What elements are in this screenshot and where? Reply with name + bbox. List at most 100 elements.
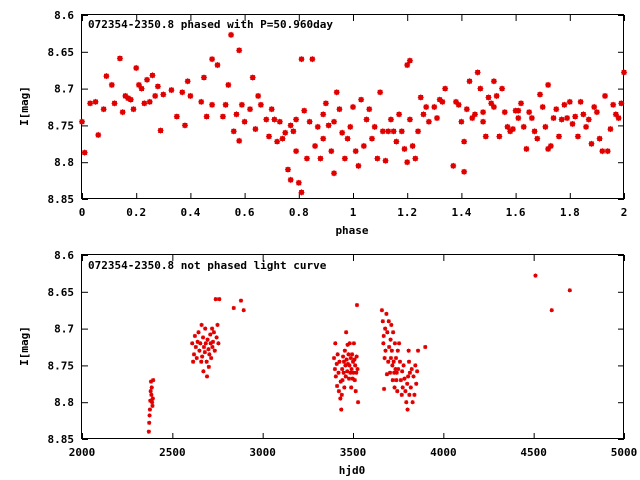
data-point <box>147 407 153 412</box>
data-point <box>311 142 319 150</box>
data-point <box>339 392 345 398</box>
data-point <box>441 85 449 92</box>
data-point <box>211 329 217 335</box>
data-point <box>531 128 538 135</box>
data-point <box>390 329 396 335</box>
x-tick-label: 1.6 <box>506 206 526 219</box>
data-point <box>347 341 353 346</box>
data-point <box>381 386 387 392</box>
data-point <box>149 72 156 79</box>
data-point <box>257 101 265 108</box>
data-point <box>130 106 137 113</box>
data-point <box>150 396 156 401</box>
x-tick-label: 2 <box>621 206 628 219</box>
data-points <box>146 273 573 434</box>
data-point <box>528 114 536 122</box>
data-point <box>534 135 541 142</box>
y-tick-label: 8.75 <box>48 119 75 132</box>
data-point <box>433 114 441 122</box>
data-point <box>207 352 212 357</box>
x-tick-label: 4000 <box>430 446 457 459</box>
y-tick-label: 8.6 <box>54 249 74 262</box>
data-point <box>387 116 395 123</box>
data-point <box>572 113 579 120</box>
data-point <box>463 106 471 113</box>
data-point <box>344 135 351 142</box>
data-point <box>214 335 219 340</box>
data-point <box>601 92 609 100</box>
data-point <box>618 100 625 107</box>
data-point <box>536 91 544 98</box>
data-point <box>413 381 419 387</box>
data-point <box>399 368 405 374</box>
data-point <box>235 47 243 54</box>
data-point <box>382 157 389 164</box>
data-point <box>149 385 155 390</box>
data-point <box>205 337 210 342</box>
data-point <box>555 133 563 140</box>
y-tick-label: 8.85 <box>48 433 75 446</box>
data-point <box>549 307 555 313</box>
y-axis-label: I[mag] <box>18 86 31 126</box>
data-point <box>116 55 124 62</box>
data-point <box>204 359 209 365</box>
data-point <box>390 377 396 383</box>
data-point <box>254 92 262 100</box>
data-point <box>542 123 549 131</box>
data-point <box>394 377 399 383</box>
data-point <box>574 133 582 140</box>
data-point <box>588 140 595 147</box>
data-point <box>287 122 294 129</box>
data-point <box>119 108 126 116</box>
data-point <box>387 370 393 376</box>
data-point <box>390 128 397 135</box>
data-point <box>544 81 552 89</box>
data-point <box>404 159 411 166</box>
data-point <box>148 388 153 394</box>
data-point <box>431 103 438 111</box>
data-point <box>402 376 407 381</box>
data-point <box>615 114 622 122</box>
data-point <box>298 55 305 63</box>
data-point <box>330 118 338 125</box>
x-tick-label: 0.2 <box>126 206 146 219</box>
x-axis-label: hjd0 <box>339 464 366 477</box>
data-point <box>346 376 352 381</box>
data-point <box>482 133 489 140</box>
data-point <box>336 388 342 394</box>
data-point <box>391 359 396 365</box>
data-point <box>343 374 349 379</box>
data-point <box>241 307 246 313</box>
data-point <box>385 359 391 365</box>
data-point <box>332 341 338 346</box>
data-point <box>127 96 134 103</box>
data-points <box>78 31 628 196</box>
data-point <box>471 111 479 118</box>
data-point <box>533 273 538 278</box>
data-point <box>386 344 392 350</box>
data-point <box>160 91 167 98</box>
data-point <box>207 332 213 337</box>
data-point <box>360 142 368 150</box>
data-point <box>348 385 354 390</box>
data-point <box>179 89 186 96</box>
data-point <box>213 296 218 302</box>
data-point <box>341 370 346 376</box>
data-point <box>407 370 413 376</box>
x-tick-label: 3500 <box>340 446 367 459</box>
data-point <box>342 348 348 353</box>
x-tick-label: 5000 <box>611 446 638 459</box>
data-point <box>219 113 227 120</box>
data-point <box>355 366 360 372</box>
data-point <box>504 123 511 131</box>
data-point <box>582 123 590 131</box>
data-point <box>399 392 405 398</box>
data-point <box>406 359 412 365</box>
x-tick-label: 0 <box>79 206 86 219</box>
x-axis-label: phase <box>335 224 368 237</box>
data-point <box>246 106 254 113</box>
data-point <box>580 111 587 118</box>
data-point <box>197 348 202 353</box>
x-tick-label: 2500 <box>159 446 186 459</box>
